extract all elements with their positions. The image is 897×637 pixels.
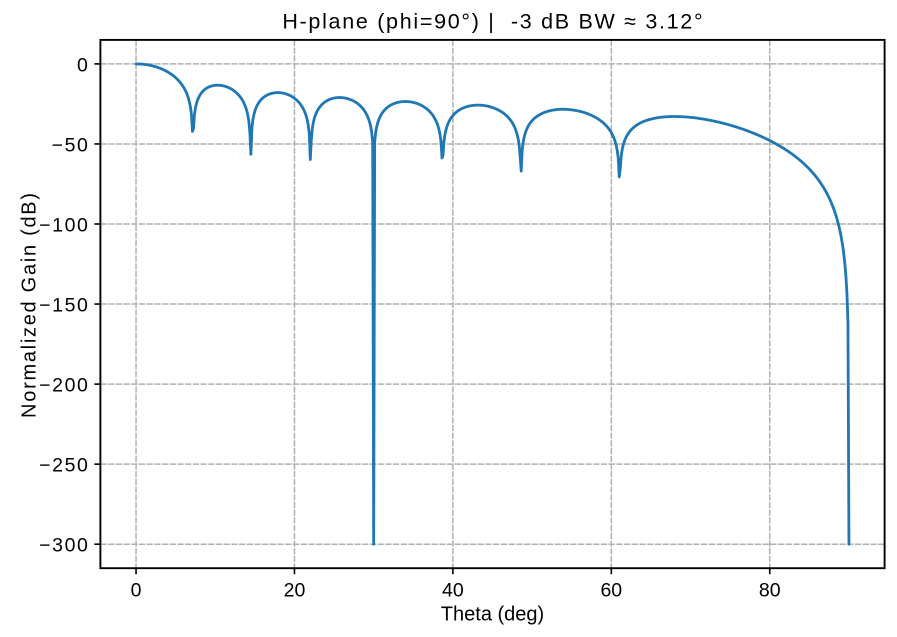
svg-text:−200: −200 [39, 375, 89, 397]
svg-text:20: 20 [284, 579, 306, 601]
svg-text:0: 0 [77, 54, 89, 76]
svg-text:40: 40 [442, 579, 464, 601]
svg-text:60: 60 [600, 579, 622, 601]
svg-text:−150: −150 [39, 295, 89, 317]
svg-text:Theta (deg): Theta (deg) [441, 604, 544, 626]
svg-text:0: 0 [131, 579, 142, 601]
svg-text:H-plane (phi=90°) | -3 dB BW: H-plane (phi=90°) | -3 dB BW ≈ 3.12° [282, 9, 704, 33]
svg-text:80: 80 [759, 579, 781, 601]
svg-text:Normalized Gain (dB): Normalized Gain (dB) [19, 191, 41, 418]
svg-text:−300: −300 [39, 535, 89, 557]
svg-text:−250: −250 [39, 455, 89, 477]
svg-text:−50: −50 [52, 134, 90, 156]
svg-text:−100: −100 [39, 215, 89, 237]
